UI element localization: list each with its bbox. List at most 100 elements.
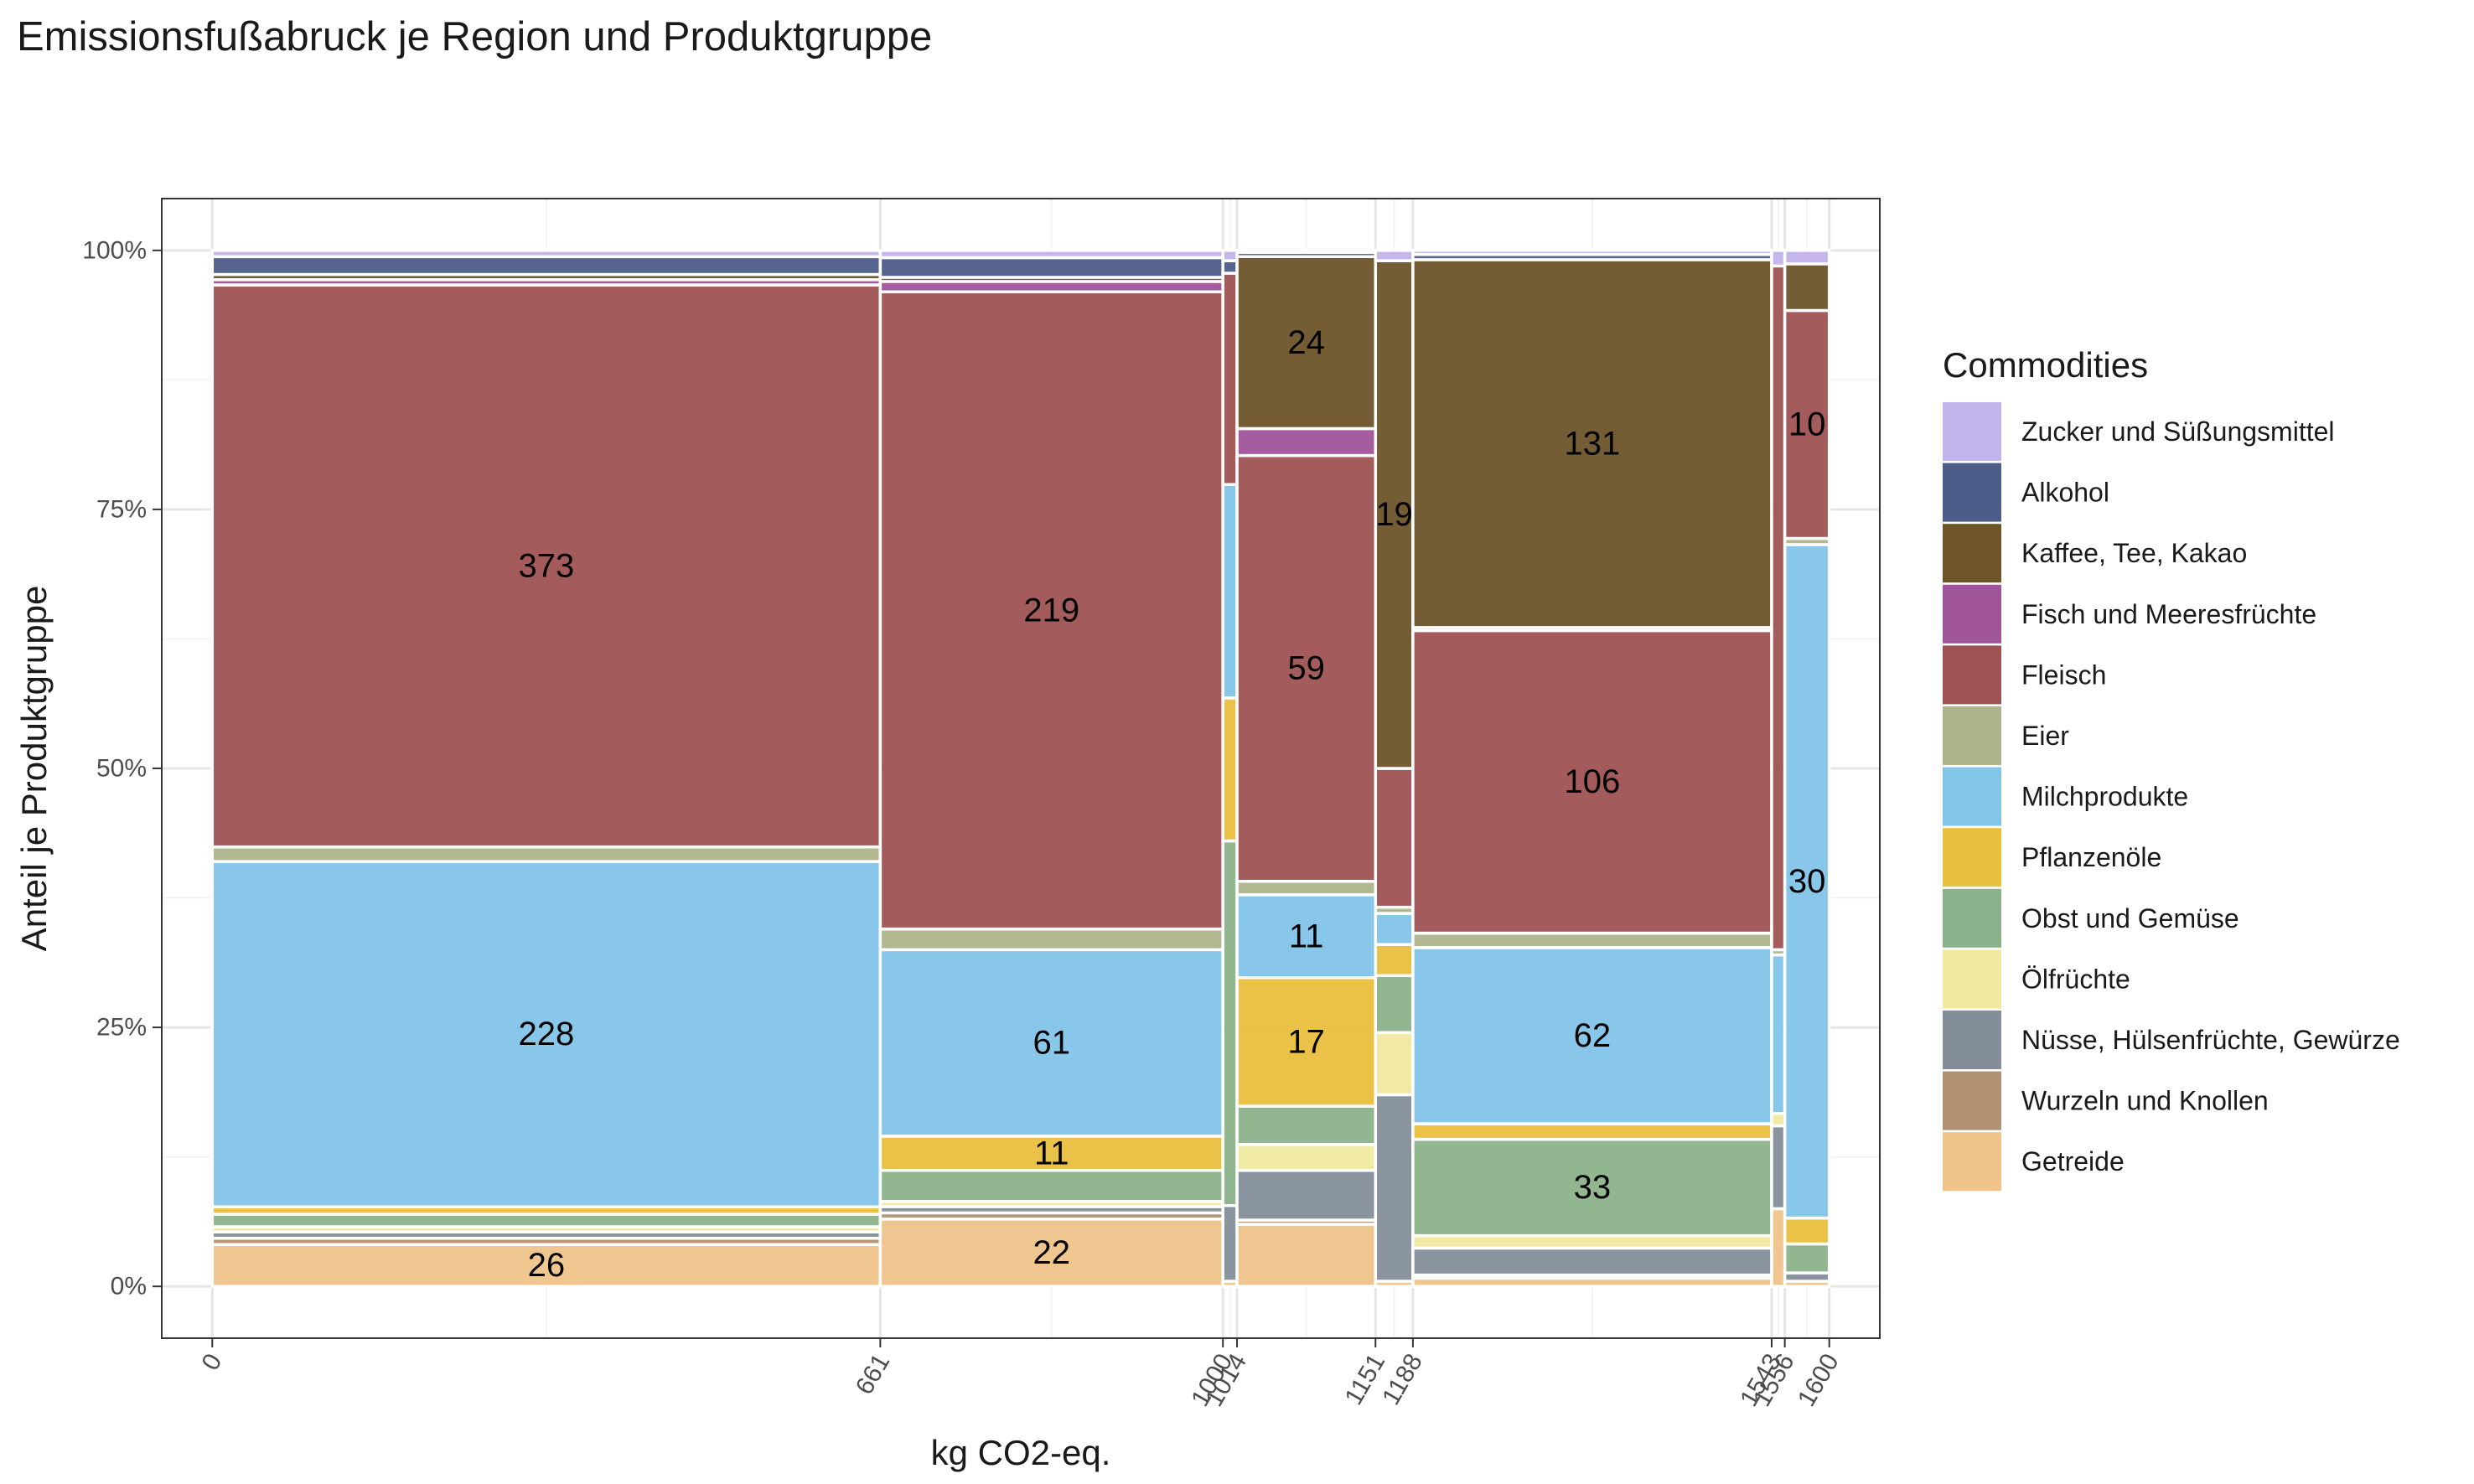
legend-label: Obst und Gemüse [2021,903,2239,933]
legend-label: Ölfrüchte [2021,964,2130,994]
legend-label: Wurzeln und Knollen [2021,1086,2269,1116]
tile-oelfruechte [1411,1233,1773,1250]
legend-label: Alkohol [2021,478,2109,508]
tile-pflanzenoele [1411,1122,1773,1141]
tile-fleisch [878,290,1224,931]
legend-key-wurzeln-und-knollen [1943,1071,2001,1130]
tile-fleisch [210,283,882,849]
tile-zucker-und-suessungsmittel [878,249,1224,260]
x-tick-label: 1188 [1377,1349,1428,1409]
tile-eier [878,927,1224,952]
tile-obst-und-gemuese [210,1213,882,1228]
legend-label: Getreide [2021,1146,2125,1176]
tile-obst-und-gemuese [1783,1242,1831,1275]
legend-label: Eier [2021,721,2069,751]
legend-key-fleisch [1943,645,2001,705]
tile-kaffee-tee-kakao [1411,258,1773,629]
tile-fleisch [1235,453,1378,883]
tile-alkohol [878,256,1224,279]
tile-value-label: 22 [1033,1234,1071,1271]
legend-key-milchprodukte [1943,767,2001,826]
tile-value-label: 19 [1375,496,1413,533]
legend-key-kaffee-tee-kakao [1943,524,2001,583]
tile-fisch-und-meeresfruechte [1235,427,1378,458]
tile-zucker-und-suessungsmittel [1411,249,1773,256]
y-tick-label: 75% [96,495,147,523]
tile-pflanzenoele [1783,1216,1831,1246]
tile-getreide [1235,1223,1378,1288]
legend-key-zucker-und-suessungsmittel [1943,402,2001,461]
legend: Zucker und Süßungsmittel Alkohol Kaffee, T… [1943,402,2400,1192]
tile-fleisch [1374,767,1415,909]
tile-value-label: 26 [528,1247,566,1284]
tile-zucker-und-suessungsmittel [1783,249,1831,266]
y-tick-label: 50% [96,755,147,783]
tile-eier [210,845,882,863]
legend-key-getreide [1943,1132,2001,1192]
tile-value-label: 106 [1565,763,1621,800]
tile-value-label: 11 [1034,1135,1069,1171]
x-tick-label: 0 [196,1349,227,1375]
tile-value-label: 219 [1023,592,1079,628]
legend-key-fisch-und-meeresfruechte [1943,584,2001,644]
y-axis: 0% 25% 50% 75% 100% [82,236,162,1300]
legend-label: Fisch und Meeresfrüchte [2021,599,2316,629]
tile-value-label: 30 [1788,863,1826,900]
tile-value-label: 131 [1565,425,1621,462]
tile-value-label: 24 [1287,324,1325,361]
tile-oelfruechte [1235,1143,1378,1172]
y-tick-label: 0% [111,1273,147,1300]
tile-obst-und-gemuese [1374,974,1415,1035]
tile-kaffee-tee-kakao [1783,262,1831,313]
tile-obst-und-gemuese [878,1168,1224,1203]
tile-labels: 26 228 373 22 11 61 219 17 11 59 24 19 33 62 106 131 30 1… [518,324,1825,1284]
legend-key-alkohol [1943,463,2001,522]
tile-milchprodukte [1783,543,1831,1220]
legend-key-eier [1943,706,2001,765]
tile-milchprodukte [1221,483,1239,700]
tile-fleisch [1221,271,1239,486]
tile-zucker-und-suessungsmittel [1235,249,1378,255]
tile-value-label: 11 [1289,918,1324,954]
tile-milchprodukte [1770,953,1787,1115]
tile-fleisch [1411,628,1773,935]
tile-nuesse-huelsenfruechte-gewuerze [1235,1168,1378,1222]
tile-zucker-und-suessungsmittel [210,249,882,259]
legend-key-oelfruechte [1943,949,2001,1009]
tile-milchprodukte [1374,912,1415,946]
y-tick-label: 100% [82,236,147,264]
tile-pflanzenoele [1221,696,1239,843]
legend-label: Fleisch [2021,659,2106,690]
legend-label: Milchprodukte [2021,782,2188,812]
tile-value-label: 373 [518,547,574,584]
tile-fisch-und-meeresfruechte [878,280,1224,294]
tile-obst-und-gemuese [1235,1104,1378,1146]
tile-kaffee-tee-kakao [1235,255,1378,431]
tile-eier [1411,931,1773,949]
y-axis-title: Anteil je Produktgruppe [14,586,54,952]
tile-value-label: 10 [1788,406,1826,443]
legend-label: Pflanzenöle [2021,842,2161,872]
tile-value-label: 17 [1287,1023,1325,1060]
legend-key-obst-und-gemuese [1943,888,2001,948]
x-tick-label: 1151 [1339,1349,1390,1409]
legend-key-nuesse-huelsenfruechte-gewuerze [1943,1011,2001,1069]
mosaic-tiles [210,249,1831,1288]
tile-nuesse-huelsenfruechte-gewuerze [1374,1093,1415,1283]
y-tick-label: 25% [96,1014,147,1042]
tile-value-label: 33 [1574,1169,1612,1206]
tile-eier [1235,880,1378,897]
tile-zucker-und-suessungsmittel [1221,249,1239,262]
tile-value-label: 61 [1033,1025,1071,1062]
tile-pflanzenoele [878,1135,1224,1172]
legend-key-pflanzenoele [1943,828,2001,887]
tile-oelfruechte [1770,1111,1787,1128]
x-tick-label: 1600 [1793,1349,1845,1411]
x-tick-label: 661 [851,1349,896,1399]
tile-obst-und-gemuese [1221,839,1239,1207]
legend-label: Kaffee, Tee, Kakao [2021,538,2247,568]
tile-value-label: 228 [518,1016,574,1052]
tile-value-label: 62 [1574,1017,1612,1054]
